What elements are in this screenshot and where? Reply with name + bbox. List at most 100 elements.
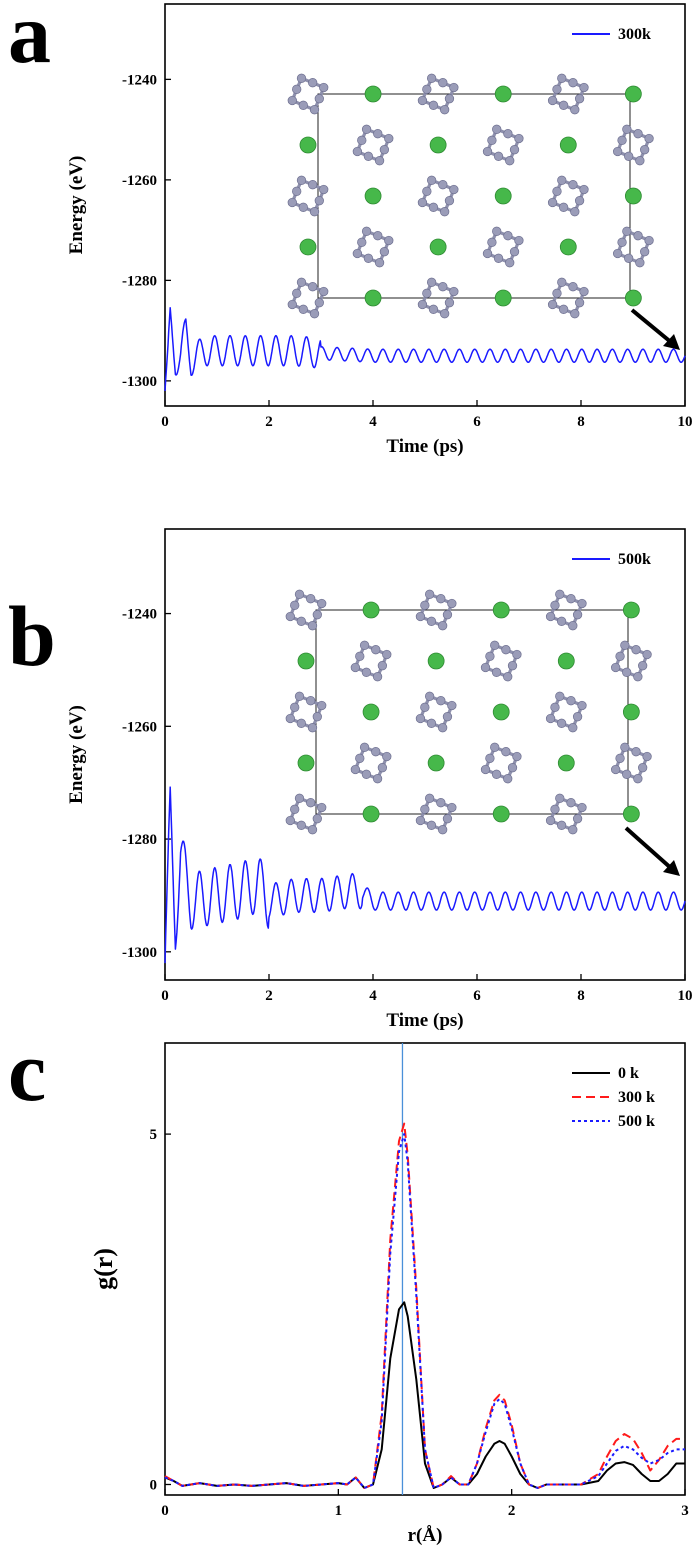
boron-cluster — [350, 640, 392, 682]
legend-label: 500 k — [618, 1113, 655, 1130]
grey-atom — [568, 723, 578, 733]
grey-atom — [306, 594, 316, 604]
grey-atom — [557, 73, 567, 83]
green-atom — [427, 754, 445, 772]
grey-atom — [503, 129, 513, 139]
boron-cluster — [415, 793, 457, 835]
grey-atom — [379, 247, 390, 257]
grey-atom — [372, 672, 383, 682]
grey-atom — [426, 277, 437, 287]
grey-atom — [292, 186, 302, 196]
grey-atom — [290, 702, 300, 712]
grey-atom — [490, 640, 500, 650]
boron-cluster — [613, 226, 654, 268]
green-atom — [624, 289, 642, 307]
grey-atom — [574, 94, 585, 104]
green-atom — [494, 187, 512, 205]
grey-atom — [487, 135, 497, 145]
y-axis-label: g(r) — [89, 1248, 118, 1290]
grey-atom — [512, 649, 522, 660]
series-line — [164, 307, 686, 391]
grey-atom — [363, 151, 374, 161]
arrow-icon — [630, 308, 674, 345]
x-axis-label: Time (ps) — [386, 436, 463, 457]
plot-frame — [164, 3, 686, 407]
grey-atom — [503, 231, 513, 241]
grey-atom — [480, 662, 491, 673]
boron-cluster — [287, 73, 329, 115]
grey-atom — [503, 774, 513, 784]
grey-atom — [309, 207, 320, 217]
grey-atom — [420, 702, 430, 712]
panel-c: c 0 1 2 3 0 5 r(Å) g(r) 0 k 300 k 500 k — [8, 1023, 689, 1546]
grey-atom — [298, 304, 308, 314]
grey-atom — [545, 611, 556, 622]
grey-atom — [296, 277, 307, 287]
grey-atom — [290, 600, 300, 610]
grey-atom — [422, 84, 432, 94]
grey-atom — [371, 747, 381, 757]
boron-cluster — [417, 277, 459, 319]
grey-atom — [566, 594, 576, 604]
grey-atom — [439, 105, 450, 115]
x-axis-label: Time (ps) — [386, 1010, 463, 1031]
grey-atom — [422, 288, 432, 298]
grey-atom — [294, 793, 305, 803]
boron-cluster — [482, 226, 524, 268]
grey-atom — [547, 299, 558, 310]
grey-atom — [415, 713, 426, 724]
grey-atom — [307, 621, 318, 631]
grey-atom — [382, 751, 392, 762]
grey-atom — [439, 207, 450, 217]
grey-atom — [545, 815, 556, 826]
grey-atom — [574, 196, 585, 206]
grey-atom — [290, 804, 300, 814]
grey-atom — [287, 197, 297, 208]
grey-atom — [415, 611, 426, 622]
grey-atom — [620, 742, 630, 752]
green-atom — [364, 85, 382, 103]
grey-atom — [552, 84, 562, 94]
grey-atom — [447, 598, 457, 609]
grey-atom — [574, 298, 585, 308]
grey-atom — [556, 820, 567, 830]
y-tick-label: 5 — [150, 1127, 158, 1143]
grey-atom — [447, 700, 457, 711]
grey-atom — [449, 82, 459, 93]
grey-atom — [292, 288, 302, 298]
grey-atom — [437, 621, 448, 631]
grey-atom — [480, 764, 491, 775]
grey-atom — [491, 667, 502, 677]
grey-atom — [501, 747, 511, 757]
grey-atom — [352, 146, 363, 157]
x-tick-label: 1 — [335, 1503, 343, 1519]
grey-atom — [439, 309, 450, 319]
grey-atom — [642, 649, 652, 660]
grey-atom — [572, 712, 583, 722]
grey-atom — [355, 651, 365, 661]
grey-atom — [570, 105, 580, 115]
grey-atom — [420, 804, 430, 814]
green-atom — [624, 187, 642, 205]
grey-atom — [507, 661, 518, 671]
grey-atom — [577, 700, 587, 711]
series-500-k: 500 k — [164, 1113, 685, 1489]
green-atom — [362, 601, 380, 619]
grey-atom — [287, 299, 297, 310]
series-300-k: 300 k — [164, 1089, 685, 1489]
boron-cluster — [287, 175, 329, 217]
grey-atom — [359, 742, 370, 752]
x-tick-label: 2 — [265, 988, 273, 1004]
grey-atom — [438, 180, 448, 190]
green-atom — [362, 703, 380, 721]
grey-atom — [485, 753, 495, 763]
grey-atom — [493, 253, 504, 263]
grey-atom — [373, 129, 383, 139]
green-atom — [299, 238, 317, 256]
y-axis-label: Energy (eV) — [66, 705, 87, 804]
grey-atom — [438, 282, 448, 292]
grey-atom — [633, 672, 643, 682]
y-axis-label: Energy (eV) — [66, 156, 87, 255]
grey-atom — [550, 804, 560, 814]
